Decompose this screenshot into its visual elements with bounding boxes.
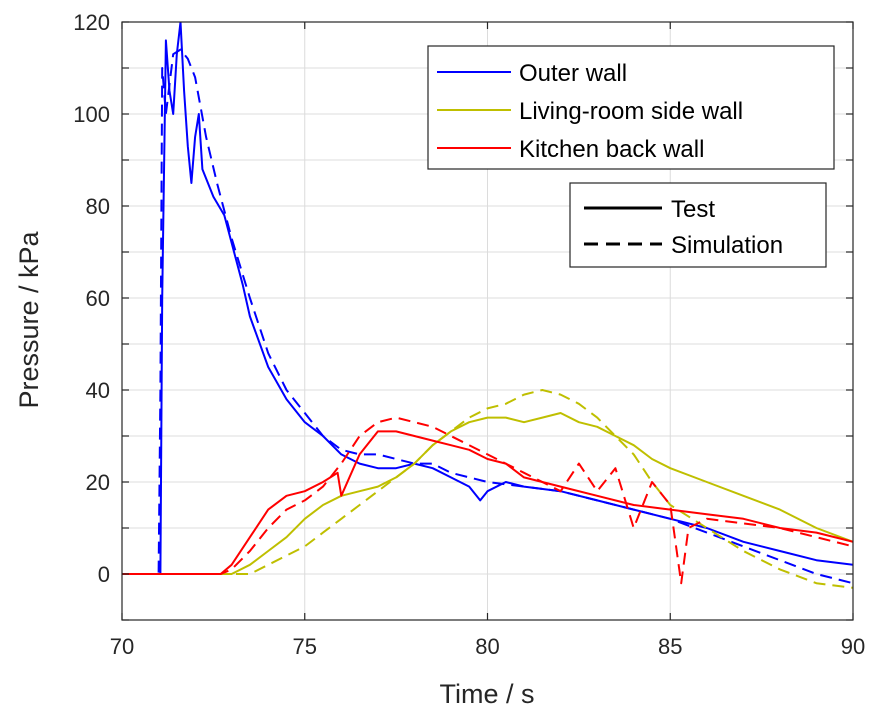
legend-styles-box	[569, 182, 827, 268]
legend-styles: Test Simulation	[569, 182, 827, 268]
series-line-living-room-side-wall-test	[122, 412, 853, 575]
legend-entry: Outer wall	[519, 60, 627, 87]
x-axis-label: Time / s	[439, 679, 534, 709]
y-tick-label: 100	[73, 102, 110, 127]
x-tick-label: 70	[110, 634, 134, 659]
y-tick-label: 0	[98, 562, 110, 587]
series-line-kitchen-back-wall-simulation	[122, 416, 853, 585]
y-tick-label: 120	[73, 10, 110, 35]
y-axis-label: Pressure / kPa	[14, 230, 44, 408]
axis-ticks: 0 20 40 60 80 100 120 70 75 80 85 90	[73, 10, 865, 659]
series-line-outer-wall-simulation	[122, 48, 853, 585]
x-tick-label: 80	[475, 634, 499, 659]
y-tick-label: 60	[86, 286, 110, 311]
legend-style-entry: Test	[671, 196, 715, 223]
legend-series: Outer wall Living-room side wall Kitchen b…	[427, 45, 835, 170]
y-tick-label: 20	[86, 470, 110, 495]
x-tick-label: 85	[658, 634, 682, 659]
legend-entry: Living-room side wall	[519, 98, 743, 125]
x-tick-label: 90	[841, 634, 865, 659]
series-lines	[122, 22, 853, 589]
series-line-living-room-side-wall-simulation	[122, 389, 853, 589]
y-tick-label: 80	[86, 194, 110, 219]
x-tick-label: 75	[293, 634, 317, 659]
legend-entry: Kitchen back wall	[519, 136, 704, 163]
series-line-outer-wall-test	[122, 22, 853, 575]
legend-style-entry: Simulation	[671, 232, 783, 259]
series-line-kitchen-back-wall-test	[122, 430, 853, 575]
y-tick-label: 40	[86, 378, 110, 403]
